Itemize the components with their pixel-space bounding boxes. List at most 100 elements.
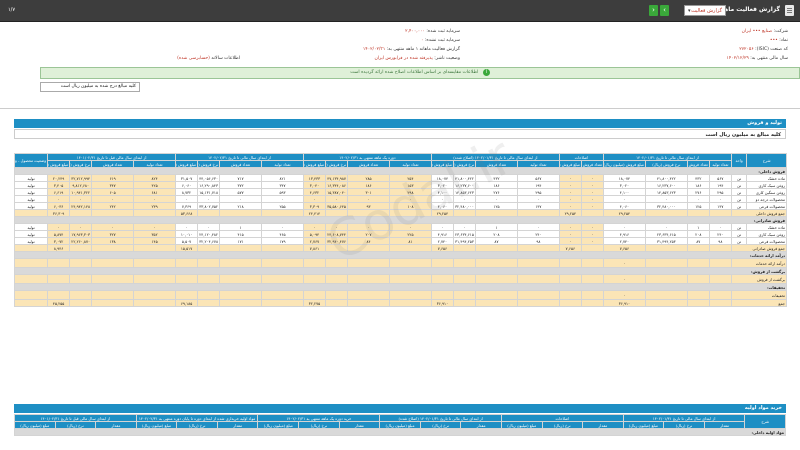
category-label: فروش صادراتی: (14, 216, 787, 224)
table-cell: ۸۱ (388, 237, 432, 245)
table-cell (686, 274, 710, 284)
table-cell: ۳۲۷ (91, 230, 135, 238)
table-cell: ۰ (644, 223, 688, 231)
table-cell: ۸۲۴ (133, 174, 176, 182)
table-cell: ۴۴,۰۵۶,۶۳۰ (197, 174, 221, 182)
table-cell: ۰ (430, 223, 454, 231)
fiscal-row: سال مالی منتهی به: ۱۴۰۲/۱۲/۲۹ (726, 56, 788, 61)
table-cell (452, 274, 477, 284)
table-cell: ۰ (261, 195, 304, 203)
chevron-down-icon: ▾ (688, 8, 691, 14)
prev-page-button[interactable]: ‹ (649, 5, 658, 16)
table-cell: ۳,۰۴۰ (302, 181, 327, 189)
table-cell: ۴۱,۸۰۰,۴۲۲ (452, 174, 477, 182)
table-cell: ۲۳۹ (133, 202, 176, 210)
table-cell: ۰ (580, 223, 604, 231)
table-cell: ۳۴۷ (91, 181, 135, 189)
table-cell (430, 258, 454, 268)
table-cell: ۴,۱۰۰ (602, 188, 646, 196)
next-page-button[interactable]: › (660, 5, 669, 16)
table-cell: ۰ (580, 237, 604, 245)
header-sub: مبلغ فروش (میلیون ریال) (174, 160, 199, 168)
table-cell (174, 258, 199, 268)
category-label: برگشت از فروش: (14, 267, 787, 275)
category-row: مواد اولیه داخلی: (14, 428, 786, 436)
category-row: درآمد ارائه خدمات: (14, 251, 787, 259)
table-cell: ۱۸۶ (686, 181, 710, 189)
header-group: مواد اولیه خریداری شده از ابتدای دوره تا… (135, 414, 259, 422)
total-cell (388, 299, 432, 307)
table-cell: ۳۵۲ (133, 230, 176, 238)
status-value: پذیرفته شده در فرابورس ایران (374, 56, 433, 61)
table-cell: ۳۱,۵۰۷ (174, 174, 199, 182)
sum-cell (475, 209, 518, 217)
table-row: روغن سبک کاری تن ۲۴۰ ۲۰۸ ۲۳,۶۳۴,۶۱۵ ۴,۹۱۶ ۰ ۰ ۲۴… (13, 230, 787, 238)
table-row: روغن سبک کاری تن ۱۹۴ ۱۸۶ ۱۶,۲۳۷,۶۰۰ ۳,۰۲۰ ۰ ۰ ۱۹… (13, 181, 787, 189)
isic-label: کد صنعت (ISIC): (755, 47, 788, 52)
sum-cell: ۲۴,۴۱۴ (302, 209, 327, 217)
sum-cell (69, 209, 93, 217)
table-cell: ۵۶۷ (516, 174, 560, 182)
top-bar: گزارش فعالیت ماهانه گزارش فعالیت ▾ › ‹ ۱… (0, 0, 800, 22)
amount-unit-select[interactable]: کلیه مبالغ درج شده به میلیون ریال است (40, 82, 140, 92)
table-cell: ۰ (644, 195, 688, 203)
symbol-value: ••• (769, 38, 778, 43)
table-cell: ۰ (580, 174, 604, 182)
sum-cell: ۵۳,۶۶۸ (174, 209, 199, 217)
header-group: دوره یک ماهه منتهی به ۱۴۰۲/۰۲/۳۱ (302, 153, 432, 161)
table-cell: ۱۶,۲۹۰,۸۴۳ (197, 181, 221, 189)
header-sub: نرخ (ریال) (298, 421, 340, 429)
table-cell: ۲۰۷ (347, 230, 390, 238)
table-cell (686, 258, 710, 268)
table-cell: ۱۴۵ (133, 237, 176, 245)
sum-row: جمع فروش صادراتی ۷,۶۵۶ ۷,۶۵۶ ۷,۶۵۶ ۷,۸۶۱ ۱۵,۵… (13, 244, 788, 252)
unreg-capital-value: ۰ (421, 38, 424, 43)
table-cell: ۰ (174, 223, 199, 231)
table-cell (47, 274, 71, 284)
table-cell: ۱۴۷ (516, 202, 560, 210)
table-cell: ۸۷ (475, 237, 518, 245)
category-label: مواد اولیه داخلی: (14, 428, 786, 436)
header-sub: تعداد تولید (708, 160, 732, 168)
header-sub: نرخ فروش (ریال) (69, 160, 93, 168)
header-description: شرح (744, 414, 786, 429)
total-cell (197, 299, 221, 307)
table-cell: ۰ (133, 223, 176, 231)
header-sub: مبلغ (میلیون ریال) (14, 421, 56, 429)
table-cell: ۱۸,۰۷۴ (430, 174, 454, 182)
table-cell: ۹۸ (516, 237, 560, 245)
header-sub: مقدار (582, 421, 624, 429)
product-status: تولید (13, 237, 49, 245)
product-name: محصولات فرعی (746, 202, 787, 210)
report-period-row: گزارش فعالیت ماهانه ۱ ماهه منتهی به: ۱۴۰… (363, 47, 460, 52)
table-cell: ۵۶۷ (708, 174, 732, 182)
table-cell: ۱۵,۳۸۷,۰۴۰ (325, 188, 349, 196)
total-row: جمع ۳۶,۹۱۰ ۳۶,۹۱۰ ۳۲,۲۷۵ ۶۹,۱۸۵ ۴۵,۲۵۵ (13, 299, 788, 307)
product-status: تولید (13, 230, 49, 238)
table-cell: ۱۸۶ (347, 181, 390, 189)
table-cell (708, 290, 732, 300)
table-cell: ۰ (708, 195, 732, 203)
table-cell: ۰ (47, 223, 71, 231)
table-cell: ۱ (686, 223, 710, 231)
sum-row: جمع فروش داخلی ۲۹,۲۵۴ ۲۹,۲۵۴ ۲۹,۲۵۴ ۲۴,۴۱۴ ۵۳… (13, 209, 788, 217)
table-cell (47, 258, 71, 268)
table-cell (13, 258, 49, 268)
notice-text: اطلاعات مقایسه‌ای بر اساس اطلاعات اصلاح … (350, 70, 479, 75)
table-cell: ۱۶,۲۳۷,۶۰۰ (644, 181, 688, 189)
table-cell: ۰ (347, 223, 390, 231)
header-sub: مبلغ (میلیون ریال) (257, 421, 300, 429)
table-cell (644, 290, 688, 300)
table-cell: ۰ (558, 230, 582, 238)
table-cell: ۰ (580, 181, 604, 189)
table-cell (174, 274, 199, 284)
table-cell (580, 290, 604, 300)
table-cell: ۸,۷۳۲ (174, 188, 199, 196)
table-cell: ۰ (558, 195, 582, 203)
report-type-select[interactable]: گزارش فعالیت ▾ (684, 5, 726, 16)
header-group: از ابتدای سال مالی تا تاریخ ۱۴۰۲/۰۱/۳۱ (… (430, 153, 560, 161)
header-sub: نرخ (ریال) (541, 421, 584, 429)
total-cell (13, 299, 49, 307)
info-icon: i (482, 69, 490, 76)
table-cell: ۰ (347, 195, 390, 203)
